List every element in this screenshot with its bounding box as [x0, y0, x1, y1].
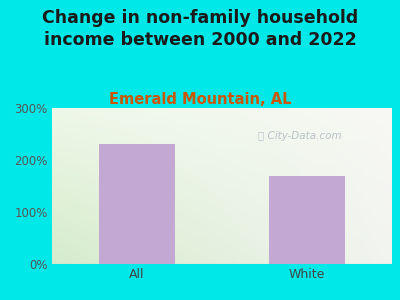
- Text: Change in non-family household
income between 2000 and 2022: Change in non-family household income be…: [42, 9, 358, 49]
- Bar: [99, 144, 175, 264]
- Text: Emerald Mountain, AL: Emerald Mountain, AL: [109, 92, 291, 106]
- Bar: [269, 176, 345, 264]
- Text: ⓘ City-Data.com: ⓘ City-Data.com: [258, 131, 342, 141]
